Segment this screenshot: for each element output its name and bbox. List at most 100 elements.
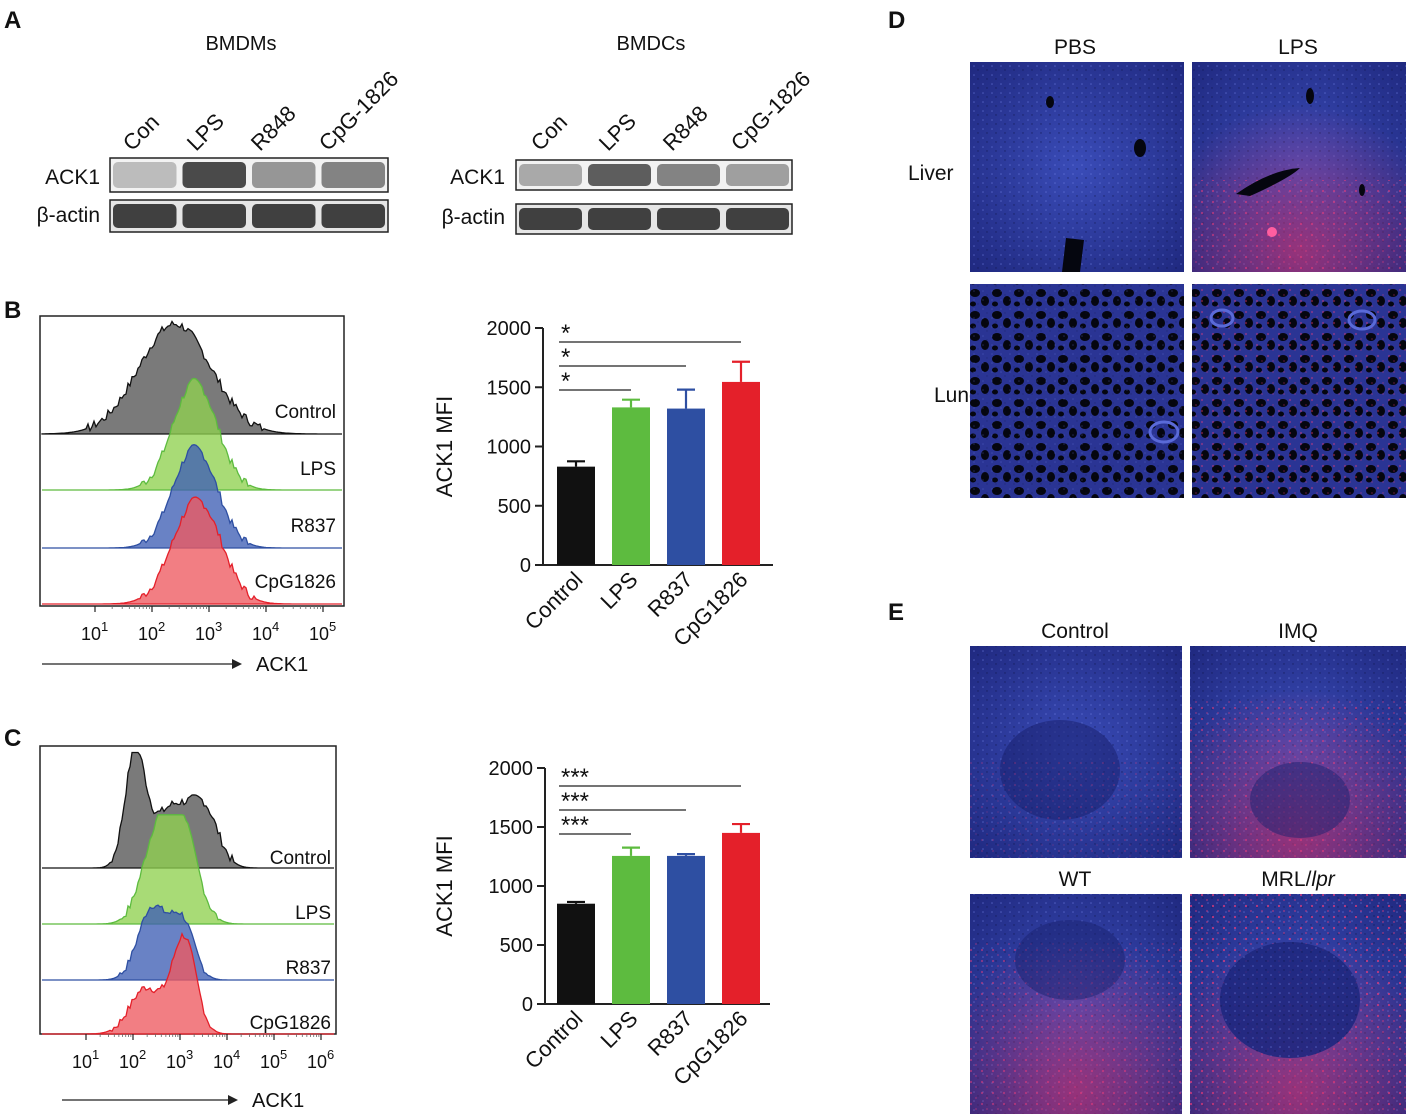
blot-ack1-bands — [113, 162, 385, 188]
flow-peak — [42, 496, 342, 605]
micro-image-wt — [970, 894, 1182, 1114]
flow-tick-base: 10 — [138, 624, 158, 644]
micro-title-imq: IMQ — [1278, 620, 1318, 643]
flow-tick-base: 10 — [252, 624, 272, 644]
x-tick-label: Control — [520, 1006, 588, 1074]
y-tick-label: 500 — [500, 935, 533, 957]
flow-tick-base: 10 — [72, 1052, 92, 1072]
flow-tick-label: 101 — [81, 619, 108, 644]
flow-tick-label: 104 — [252, 619, 279, 644]
flow-label-control: Control — [270, 848, 331, 869]
flow-peak — [41, 320, 342, 435]
arrow-head-icon — [232, 659, 242, 669]
significance-marker: *** — [561, 764, 589, 791]
micro-row-label-lung: Lung — [934, 384, 981, 407]
flow-tick-label: 105 — [309, 619, 336, 644]
flow-tick-base: 10 — [119, 1052, 139, 1072]
micro-image-liver-pbs — [970, 62, 1184, 272]
bar — [722, 381, 760, 565]
x-tick-label: LPS — [595, 1006, 642, 1053]
micro-panel-d: PBS LPS Liver Lung — [908, 36, 1406, 498]
flow-tick-base: 10 — [195, 624, 215, 644]
x-tick-label: LPS — [595, 567, 642, 614]
blot-band — [182, 204, 246, 228]
flow-axis-ticks: 101 102 103 104 105 — [81, 606, 336, 644]
blot-left: BMDMs Con LPS R848 CpG-1826 ACK1 β-actin — [37, 33, 403, 233]
significance-marker: * — [561, 368, 570, 395]
blot-band — [113, 204, 177, 228]
bar — [557, 903, 595, 1004]
x-tick-label: Control — [520, 567, 588, 635]
flow-tick-exp: 2 — [158, 619, 165, 634]
flow-tick-base: 10 — [213, 1052, 233, 1072]
flow-tick-exp: 1 — [101, 619, 108, 634]
panel-label-c: C — [4, 725, 21, 752]
flow-histogram-b: Control LPS R837 CpG1826 101 102 103 104 105… — [39, 315, 345, 676]
micro-row-label-liver: Liver — [908, 162, 954, 185]
flow-tick-exp: 4 — [272, 619, 279, 634]
y-tick-label: 0 — [522, 994, 533, 1016]
significance-marker: * — [561, 320, 570, 347]
flow-tick-exp: 3 — [215, 619, 222, 634]
flow-label-cpg1826: CpG1826 — [250, 1013, 331, 1034]
flow-tick-exp: 2 — [139, 1047, 146, 1062]
flow-peak — [42, 444, 342, 549]
blot-left-title: BMDMs — [205, 33, 276, 55]
bar — [722, 832, 760, 1004]
flow-tick-exp: 5 — [280, 1047, 287, 1062]
blot-row-label-ack1: ACK1 — [450, 166, 505, 189]
blot-lane-label: LPS — [182, 108, 229, 155]
flow-label-r837: R837 — [286, 958, 331, 979]
blot-band — [321, 204, 385, 228]
bar — [612, 855, 650, 1004]
blot-right-title: BMDCs — [617, 33, 686, 55]
micro-title-lpr-part: lpr — [1311, 868, 1335, 891]
blot-row-label-ack1: ACK1 — [45, 166, 100, 189]
y-tick-label: 500 — [498, 496, 531, 518]
blot-lane-label: Con — [526, 109, 572, 155]
flow-tick-label: 105 — [260, 1047, 287, 1072]
blot-row-label-actin: β-actin — [37, 204, 100, 227]
y-tick-label: 1000 — [487, 437, 532, 459]
flow-histogram-c: Control LPS R837 CpG1826 101 102 103 104 105… — [39, 745, 337, 1112]
significance-marker: *** — [561, 812, 589, 839]
blot-band — [252, 162, 316, 188]
flow-tick-exp: 6 — [327, 1047, 334, 1062]
flow-axis-ticks: 101 102 103 104 105 106 — [72, 1034, 334, 1072]
blot-band — [113, 162, 177, 188]
y-tick-label: 2000 — [489, 758, 534, 780]
flow-tick-label: 102 — [119, 1047, 146, 1072]
micro-col-title-lps: LPS — [1278, 36, 1318, 59]
blot-actin-bands — [113, 204, 385, 228]
flow-label-r837: R837 — [291, 516, 336, 537]
blot-lane-label: Con — [118, 109, 164, 155]
blot-band — [726, 208, 789, 230]
blot-row-label-actin: β-actin — [442, 206, 505, 229]
y-tick-label: 1000 — [489, 876, 534, 898]
blot-band — [657, 164, 720, 186]
flow-peak — [42, 751, 334, 869]
blot-actin-bands — [519, 208, 789, 230]
micro-image-control — [970, 646, 1182, 858]
bar — [667, 408, 705, 565]
blot-lane-label: R848 — [658, 101, 713, 156]
blot-band — [519, 164, 582, 186]
blot-band — [252, 204, 316, 228]
micro-image-lung-lps — [1192, 284, 1406, 498]
micro-image-imq — [1190, 646, 1406, 858]
micro-title-control: Control — [1041, 620, 1109, 643]
flow-tick-base: 10 — [166, 1052, 186, 1072]
flow-axis-label: ACK1 — [256, 654, 308, 676]
micro-col-title-pbs: PBS — [1054, 36, 1096, 59]
blot-band — [588, 208, 651, 230]
flow-tick-base: 10 — [81, 624, 101, 644]
y-tick-label: 2000 — [487, 318, 532, 340]
flow-tick-base: 10 — [307, 1052, 327, 1072]
significance-marker: *** — [561, 788, 589, 815]
significance-marker: * — [561, 344, 570, 371]
flow-peak — [42, 377, 342, 491]
blot-band — [321, 162, 385, 188]
blot-right-lane-labels: Con LPS R848 CpG-1826 — [526, 66, 815, 155]
